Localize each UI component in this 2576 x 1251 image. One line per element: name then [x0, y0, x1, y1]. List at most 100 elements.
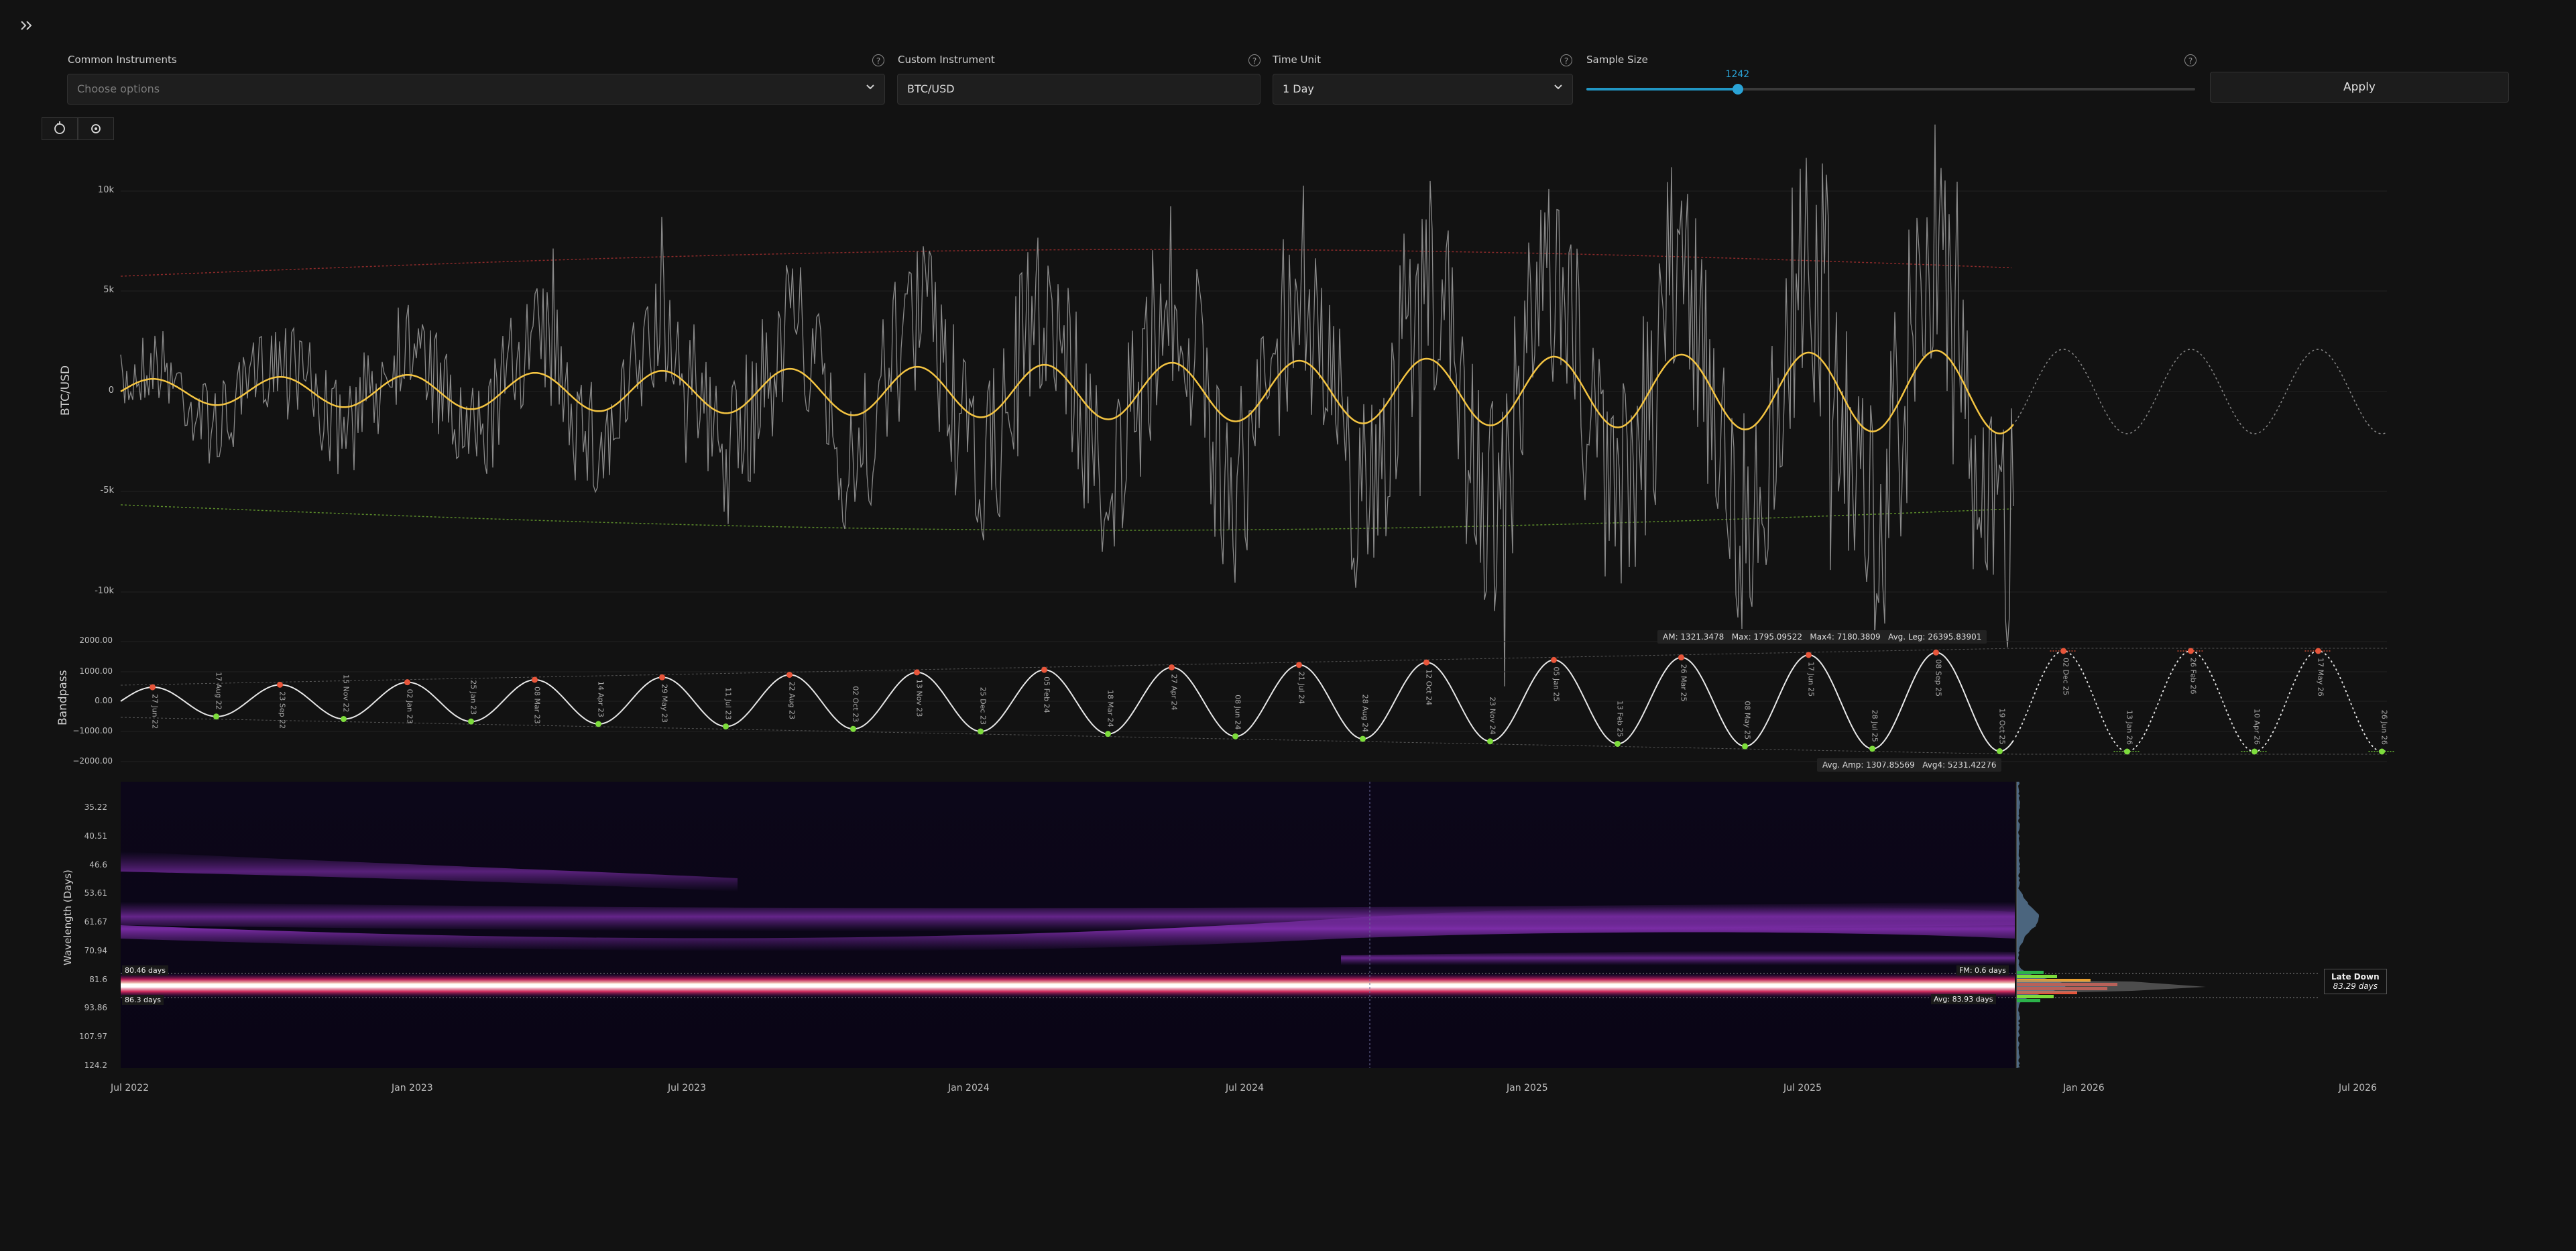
cycle-date-label: 17 Aug 22: [215, 672, 223, 709]
cycle-date-label: 27 Jun 22: [151, 694, 160, 729]
cycle-date-label: 26 Feb 26: [2189, 658, 2198, 694]
cycle-date-label: 11 Jul 23: [724, 687, 733, 719]
tooltip-title: Late Down: [2331, 972, 2380, 981]
sample-size-slider-fill: [1586, 88, 1738, 91]
x-axis-tick: Jan 2026: [2063, 1083, 2105, 1093]
bandpass-ytick: −2000.00: [72, 756, 113, 766]
bandpass-trough-marker: [1997, 748, 2003, 755]
cycle-projection-line: [2015, 349, 2386, 434]
histogram-bar: [2017, 999, 2040, 1002]
histogram-bar: [2017, 975, 2057, 978]
price-ytick: -5k: [100, 485, 115, 495]
common-instruments-select[interactable]: Choose options: [67, 74, 885, 105]
cycle-date-label: 19 Oct 25: [1998, 709, 2007, 745]
cycle-date-label: 05 Jan 25: [1552, 666, 1561, 701]
spectrum-band-46: [121, 851, 738, 892]
cycle-date-label: 15 Nov 22: [342, 674, 351, 712]
time-unit-label: Time Unit: [1273, 54, 1322, 66]
lower-wavelength-marker[interactable]: 86.3 days: [122, 995, 164, 1005]
avg-wavelength-readout: Avg: 83.93 days: [1931, 994, 1996, 1004]
cycle-date-label: 13 Feb 25: [1616, 701, 1625, 737]
settings-button[interactable]: [78, 117, 114, 140]
cycle-date-label: 28 Aug 24: [1361, 695, 1370, 732]
custom-instrument-label: Custom Instrument: [898, 54, 995, 66]
bandpass-stats-top: AM: 1321.3478 Max: 1795.09522 Max4: 7180…: [1657, 630, 1987, 644]
avg4-readout: Avg4: 5231.42276: [1922, 760, 1997, 770]
spectrum-band-66: [121, 906, 2015, 951]
bandpass-ytick: 2000.00: [79, 636, 113, 645]
x-axis-tick: Jul 2024: [1226, 1083, 1264, 1093]
cycle-date-label: 17 May 26: [2317, 658, 2325, 697]
cycle-date-label: 17 Jun 25: [1807, 662, 1816, 697]
cycle-date-label: 26 Jun 26: [2380, 710, 2389, 745]
settings-icon: [91, 124, 101, 133]
tooltip-value: 83.29 days: [2333, 981, 2378, 991]
sample-size-value: 1242: [1725, 69, 1750, 80]
bandpass-trough-marker: [595, 721, 601, 727]
upper-envelope-line: [120, 249, 2012, 277]
bandpass-peak-marker: [1551, 656, 1557, 663]
cycle-date-label: 26 Mar 25: [1680, 664, 1688, 702]
spectrum-ytick: 53.61: [84, 888, 107, 898]
am-readout: AM: 1321.3478: [1663, 632, 1724, 642]
apply-button[interactable]: Apply: [2210, 72, 2509, 103]
x-axis-tick: Jan 2023: [392, 1083, 433, 1093]
cycle-date-label: 12 Oct 24: [1425, 669, 1433, 705]
common-instruments-placeholder: Choose options: [77, 82, 160, 95]
bandpass-peak-marker: [404, 679, 410, 686]
bandpass-peak-marker: [277, 681, 283, 688]
bandpass-ytick: 0.00: [95, 696, 113, 705]
custom-instrument-input[interactable]: BTC/USD: [897, 74, 1261, 105]
bandpass-ytick: 1000.00: [79, 666, 113, 676]
bandpass-trough-marker: [1360, 735, 1366, 742]
spectrum-ytick: 124.2: [84, 1061, 107, 1070]
spectrum-tooltip: Late Down 83.29 days: [2324, 969, 2387, 994]
sample-size-label: Sample Size: [1586, 54, 1648, 66]
bandpass-trough-marker: [468, 718, 474, 725]
histogram-tail: [2017, 980, 2206, 994]
common-instruments-label: Common Instruments: [68, 54, 177, 66]
bandpass-trough-marker: [1869, 746, 1875, 752]
cycle-date-label: 21 Jul 24: [1297, 672, 1306, 704]
price-ytick: -10k: [95, 586, 114, 596]
cycle-date-label: 23 Sep 22: [278, 691, 287, 729]
custom-instrument-help-icon[interactable]: ?: [1248, 54, 1261, 66]
cycle-date-label: 27 Apr 24: [1170, 674, 1179, 710]
price-ytick: 5k: [103, 285, 114, 295]
cycle-date-label: 10 Apr 26: [2253, 709, 2262, 745]
bandpass-line: [120, 652, 2014, 752]
cycle-date-label: 25 Jan 23: [469, 680, 478, 715]
bandpass-trough-marker: [341, 715, 347, 722]
bandpass-trough-marker: [213, 713, 219, 720]
cycle-date-label: 28 Jul 25: [1871, 710, 1879, 742]
bandpass-trough-marker: [1487, 738, 1493, 745]
upper-wavelength-marker[interactable]: 80.46 days: [122, 965, 168, 975]
x-axis-tick: Jul 2023: [668, 1083, 706, 1093]
x-axis-tick: Jul 2026: [2339, 1083, 2377, 1093]
cycle-line: [120, 349, 2014, 434]
cycle-date-label: 25 Dec 23: [979, 687, 988, 725]
bandpass-peak-marker: [1423, 659, 1429, 666]
reset-button[interactable]: [42, 117, 78, 140]
cycle-date-label: 05 Feb 24: [1043, 676, 1051, 713]
sample-size-help-icon[interactable]: ?: [2184, 54, 2197, 66]
reset-icon: [54, 121, 65, 134]
spectrum-band-78: [1341, 950, 2015, 965]
bandpass-peak-marker: [1296, 662, 1302, 668]
cycle-date-label: 02 Oct 23: [852, 686, 860, 722]
sample-size-slider[interactable]: [1586, 84, 2195, 95]
spectrum-ytick: 40.51: [84, 831, 107, 841]
sidebar-toggle-button[interactable]: [16, 15, 38, 36]
x-axis-tick: Jul 2025: [1783, 1083, 1822, 1093]
max4-readout: Max4: 7180.3809: [1810, 632, 1881, 642]
common-instruments-help-icon[interactable]: ?: [872, 54, 884, 66]
time-unit-help-icon[interactable]: ?: [1560, 54, 1572, 66]
time-unit-select[interactable]: 1 Day: [1273, 74, 1573, 105]
cycle-date-label: 14 Apr 23: [597, 681, 605, 717]
price-series-line: [120, 124, 2014, 687]
bandpass-trough-marker: [1615, 740, 1621, 747]
cycle-date-label: 22 Aug 23: [788, 682, 797, 719]
avg-amp-readout: Avg. Amp: 1307.85569: [1822, 760, 1915, 770]
sample-size-slider-thumb[interactable]: [1732, 84, 1743, 95]
chevron-down-icon: [866, 84, 874, 90]
